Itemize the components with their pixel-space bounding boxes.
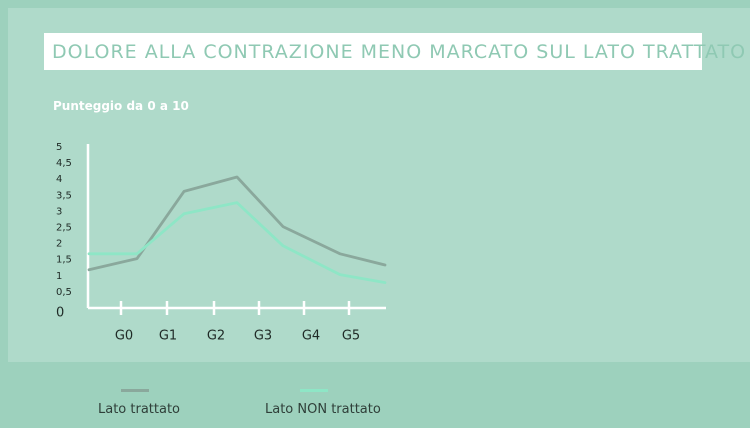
- x-tick-label: G5: [342, 329, 360, 344]
- series-lines: [87, 175, 387, 285]
- y-tick-label: 5: [56, 142, 62, 153]
- x-tick-label: G2: [207, 329, 225, 344]
- y-tick-labels: 5 4,5 4 3,5 3 2,5 2 1,5 1 0,5 0: [56, 142, 72, 321]
- x-tick-labels: G0 G1 G2 G3 G4 G5: [115, 329, 360, 344]
- legend-label-untreated: Lato NON trattato: [265, 402, 381, 417]
- y-tick-label: 0,5: [56, 287, 72, 298]
- series-line-untreated: [87, 201, 387, 285]
- x-tick-label: G1: [159, 329, 177, 344]
- series-line-treated: [87, 175, 387, 272]
- y-tick-label: 2,5: [56, 223, 72, 234]
- x-tick-label: G3: [254, 329, 272, 344]
- y-tick-label: 1: [56, 271, 62, 282]
- y-tick-label: 0: [56, 306, 64, 321]
- chart-title-box: DOLORE ALLA CONTRAZIONE MENO MARCATO SUL…: [44, 33, 745, 70]
- y-tick-label: 4: [56, 174, 62, 185]
- x-tick-label: G0: [115, 329, 133, 344]
- legend-swatch-treated: [121, 389, 149, 392]
- y-tick-label: 4,5: [56, 158, 72, 169]
- legend-swatch-untreated: [300, 389, 328, 392]
- y-tick-label: 3,5: [56, 190, 72, 201]
- axes: [86, 144, 386, 315]
- chart-title: DOLORE ALLA CONTRAZIONE MENO MARCATO SUL…: [52, 40, 747, 63]
- y-tick-label: 1,5: [56, 255, 72, 266]
- legend-label-treated: Lato trattato: [98, 402, 181, 417]
- y-tick-label: 3: [56, 206, 62, 217]
- x-tick-label: G4: [302, 329, 320, 344]
- y-tick-label: 2: [56, 239, 62, 250]
- y-axis-label: Punteggio da 0 a 10: [53, 99, 189, 113]
